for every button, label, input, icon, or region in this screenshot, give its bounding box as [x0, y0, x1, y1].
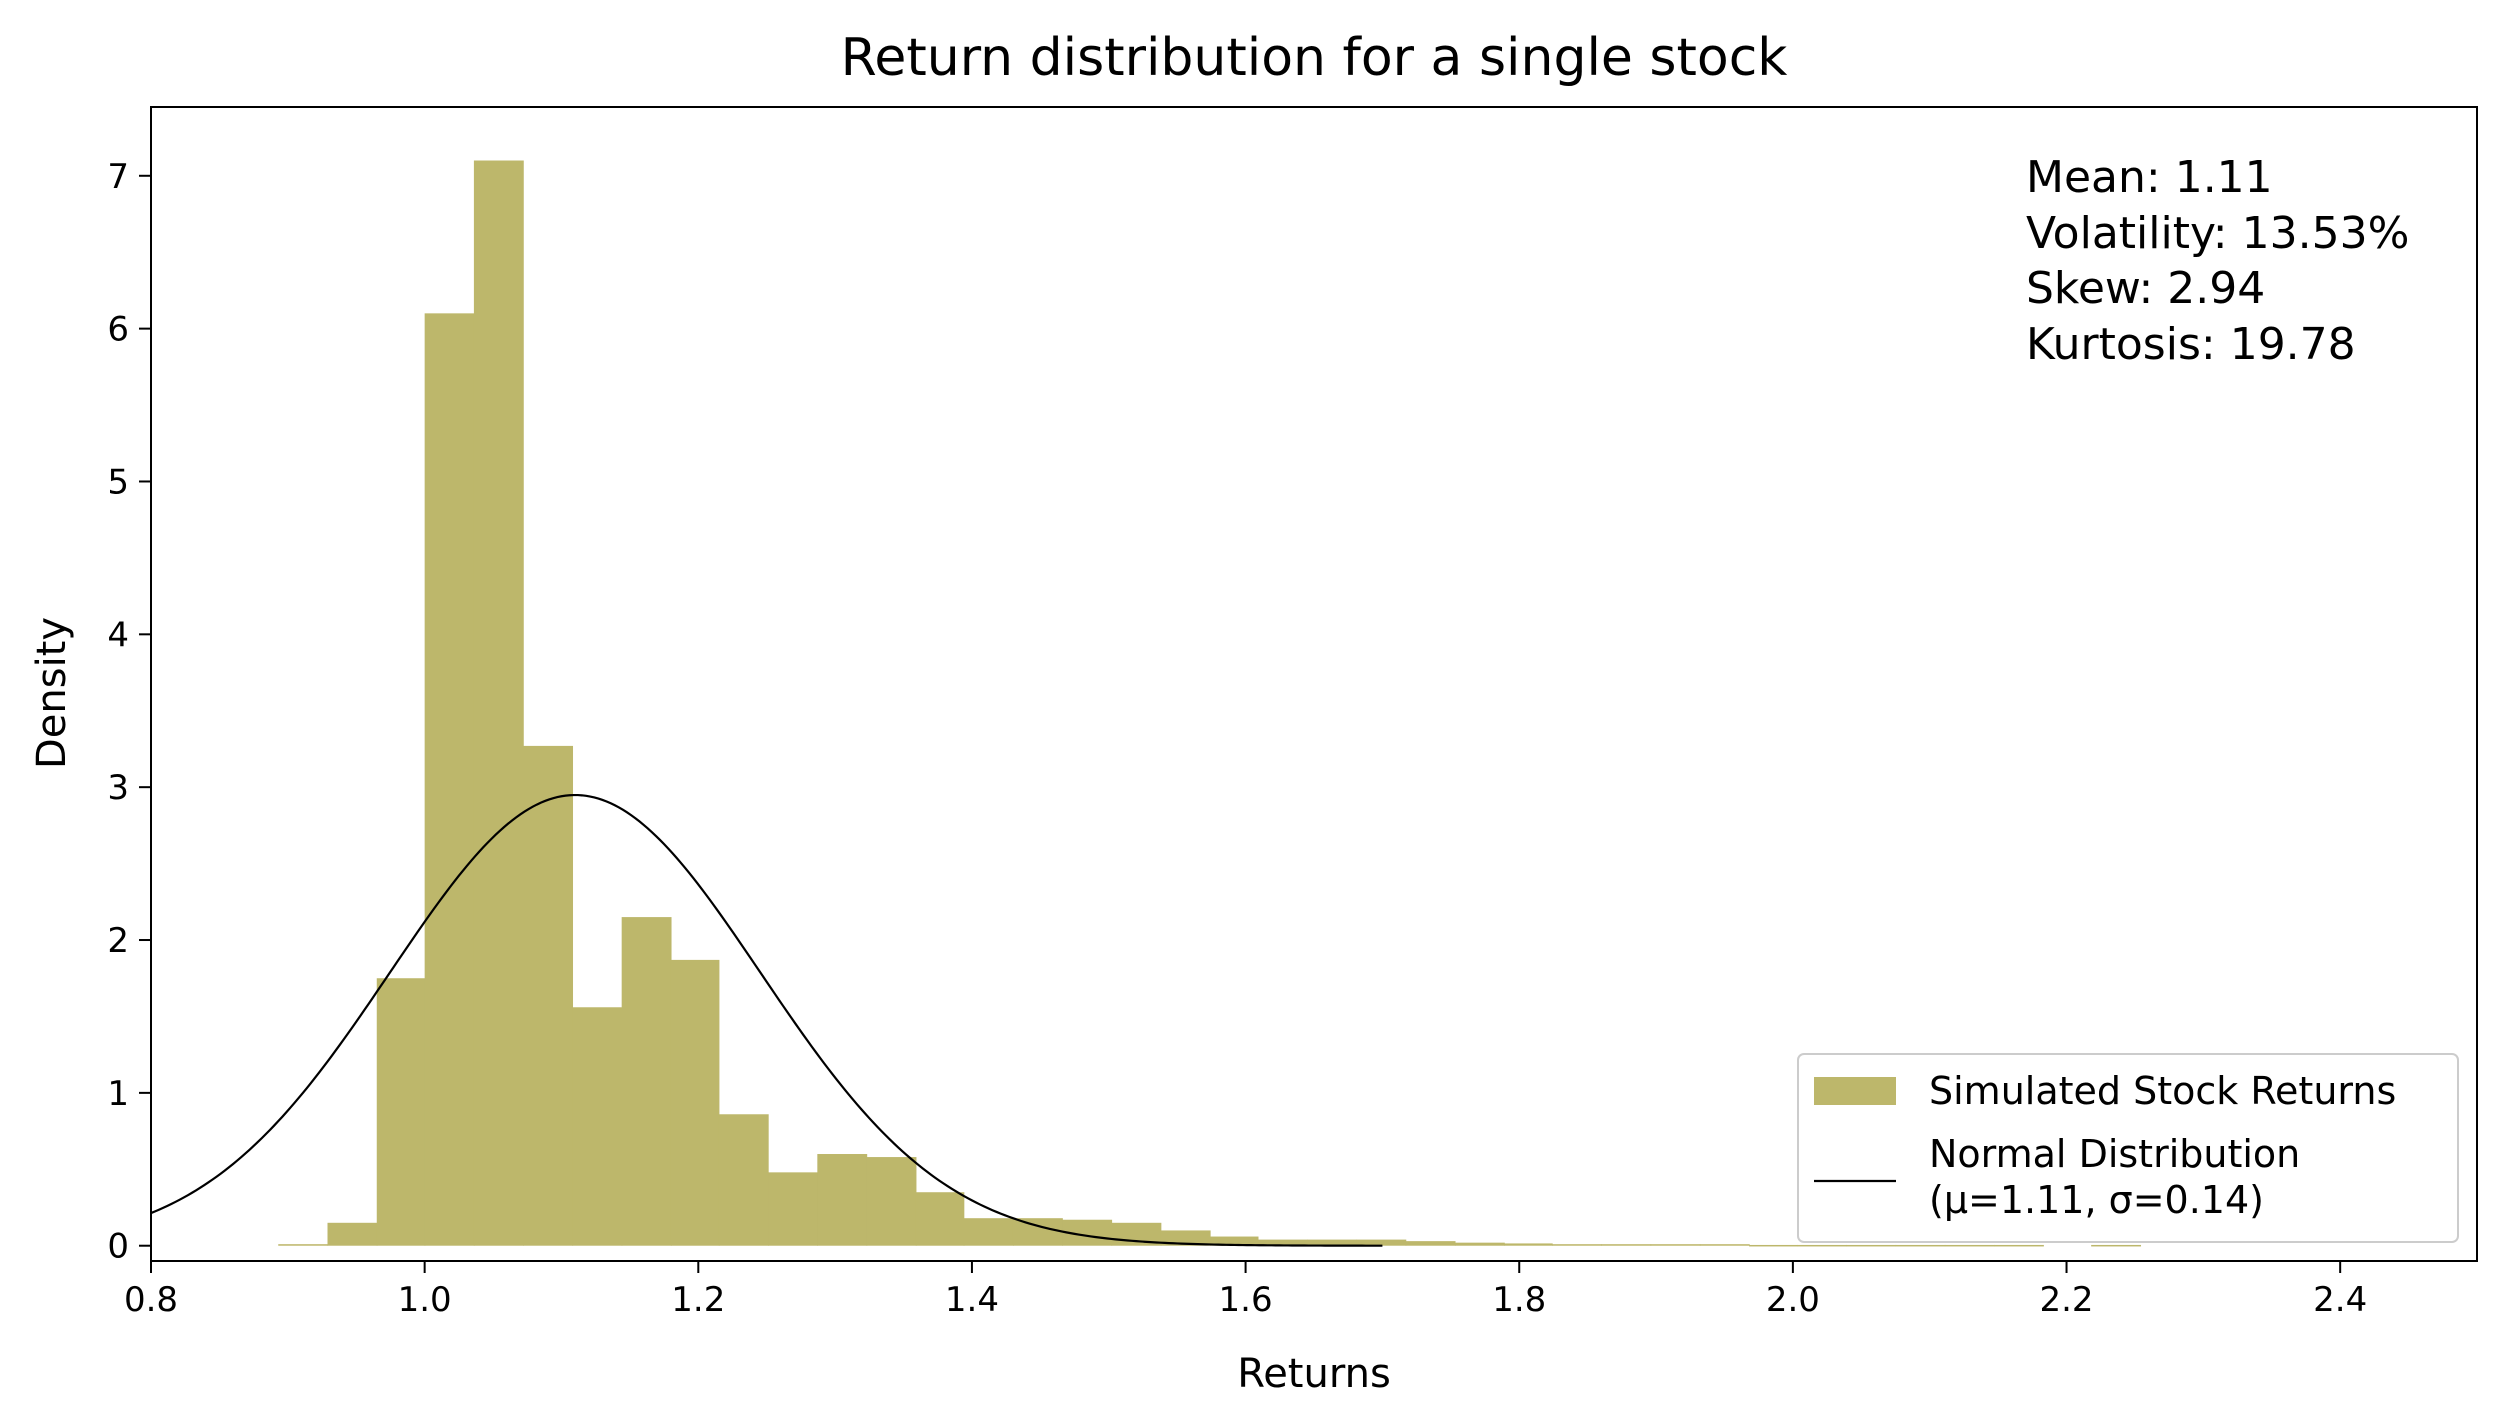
- histogram-bars: [278, 160, 2142, 1247]
- x-tick-label: 1.4: [945, 1280, 999, 1320]
- histogram-bar-32: [1846, 1244, 1897, 1247]
- histogram-bar-2: [376, 978, 426, 1246]
- histogram-bar-25: [1504, 1243, 1553, 1246]
- histogram-bar-10: [768, 1172, 818, 1246]
- histogram-bar-33: [1895, 1244, 1946, 1247]
- histogram-bar-4: [473, 160, 524, 1246]
- histogram-bar-24: [1454, 1242, 1505, 1246]
- normal-curve: [150, 793, 1383, 1247]
- histogram-bar-23: [1405, 1241, 1456, 1246]
- stats-skew: Skew: 2.94: [2026, 263, 2265, 314]
- histogram-bar-1: [327, 1222, 378, 1246]
- x-tick-label: 1.0: [398, 1280, 452, 1320]
- x-tick-label: 2.0: [1766, 1280, 1820, 1320]
- y-tick-label: 4: [107, 615, 129, 655]
- histogram-bar-35: [1994, 1244, 2044, 1247]
- histogram-bar-11: [817, 1154, 868, 1246]
- histogram-bar-37: [2091, 1244, 2142, 1247]
- histogram-bar-14: [963, 1218, 1014, 1246]
- histogram-bar-22: [1356, 1239, 1407, 1246]
- legend: Simulated Stock Returns Normal Distribut…: [1797, 1053, 2459, 1243]
- x-axis: 0.8 1.0 1.2 1.4 1.6 1.8 2.0 2.2 2.4: [124, 1261, 2367, 1320]
- legend-swatch-histogram: [1814, 1077, 1896, 1105]
- stats-volatility: Volatility: 13.53%: [2026, 208, 2409, 259]
- histogram-bar-7: [621, 917, 672, 1246]
- x-tick-label: 2.4: [2313, 1280, 2367, 1320]
- y-tick-label: 5: [107, 462, 129, 502]
- y-axis-label: Density: [29, 617, 75, 769]
- y-tick-label: 1: [107, 1074, 129, 1114]
- stats-kurtosis: Kurtosis: 19.78: [2026, 319, 2356, 370]
- histogram-bar-6: [572, 1007, 623, 1246]
- legend-label-normal-line2: (μ=1.11, σ=0.14): [1929, 1178, 2264, 1222]
- histogram-bar-29: [1699, 1244, 1750, 1246]
- stats-mean: Mean: 1.11: [2026, 152, 2273, 203]
- legend-label-histogram: Simulated Stock Returns: [1929, 1069, 2396, 1113]
- x-tick-label: 1.6: [1219, 1280, 1273, 1320]
- x-tick-label: 1.8: [1492, 1280, 1546, 1320]
- y-axis: 0 1 2 3 4 5 6 7: [107, 157, 151, 1267]
- chart-title: Return distribution for a single stock: [841, 28, 1788, 88]
- histogram-bar-3: [424, 313, 475, 1246]
- histogram-bar-9: [718, 1114, 769, 1246]
- y-tick-label: 3: [107, 768, 129, 808]
- histogram-bar-12: [866, 1157, 917, 1246]
- histogram-bar-31: [1796, 1244, 1847, 1247]
- histogram-bar-18: [1160, 1230, 1211, 1246]
- histogram-bar-13: [915, 1192, 965, 1246]
- histogram-bar-28: [1650, 1244, 1701, 1246]
- x-tick-label: 2.2: [2039, 1280, 2093, 1320]
- histogram-bar-34: [1944, 1244, 1995, 1247]
- histogram-bar-27: [1601, 1244, 1652, 1246]
- histogram-bar-5: [523, 745, 574, 1246]
- histogram-bar-30: [1749, 1244, 1798, 1247]
- histogram-bar-8: [670, 959, 720, 1246]
- histogram-bar-0: [278, 1244, 329, 1246]
- legend-label-normal-line1: Normal Distribution: [1929, 1132, 2300, 1176]
- histogram-bar-26: [1552, 1244, 1602, 1246]
- y-tick-label: 6: [107, 310, 129, 350]
- y-tick-label: 7: [107, 157, 129, 197]
- x-tick-label: 1.2: [671, 1280, 725, 1320]
- x-axis-label: Returns: [1237, 1351, 1391, 1397]
- legend-box: [1797, 1053, 2459, 1243]
- histogram-bar-19: [1210, 1236, 1259, 1246]
- y-tick-label: 2: [107, 921, 129, 961]
- histogram-bar-15: [1012, 1218, 1063, 1246]
- histogram-bar-20: [1257, 1239, 1308, 1246]
- stats-annotation: Mean: 1.11 Volatility: 13.53% Skew: 2.94…: [2026, 152, 2409, 370]
- y-tick-label: 0: [107, 1227, 129, 1267]
- plot-frame: [150, 106, 2478, 1262]
- histogram-bar-21: [1307, 1239, 1358, 1246]
- x-tick-label: 0.8: [124, 1280, 178, 1320]
